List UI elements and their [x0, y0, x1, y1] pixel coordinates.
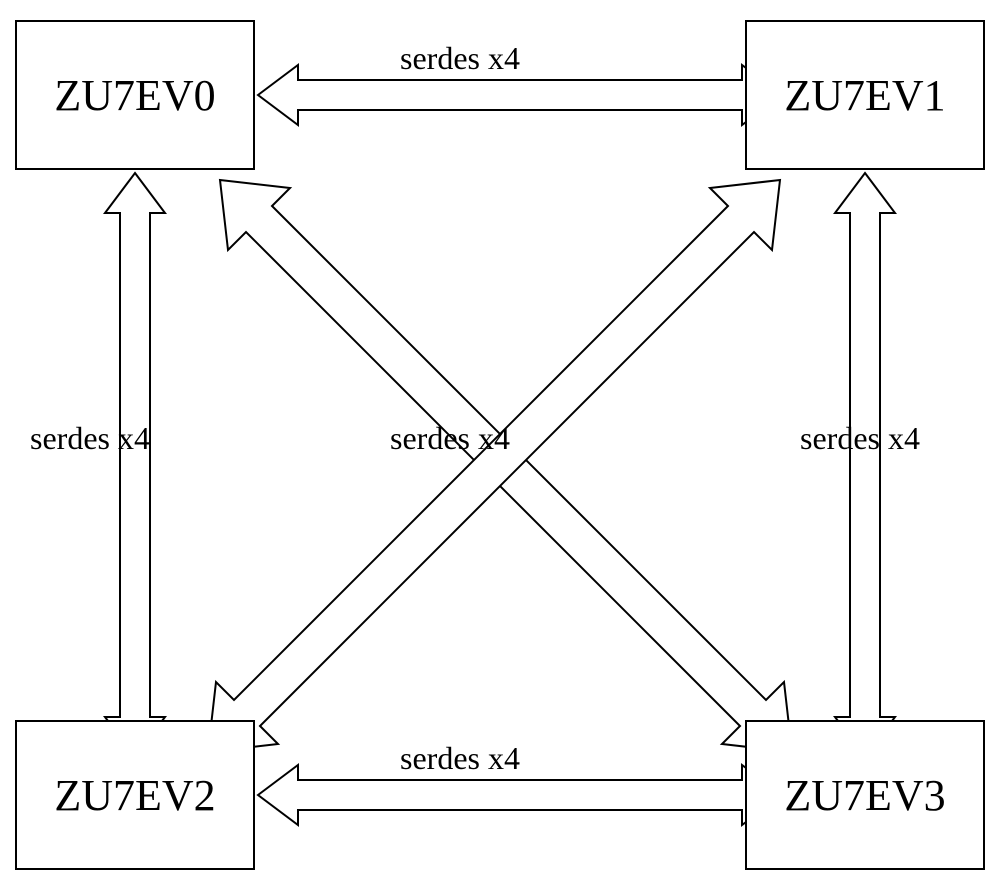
diagram-canvas: ZU7EV0 ZU7EV1 ZU7EV2 ZU7EV3 serdes x4 se…	[0, 0, 1000, 894]
node-label: ZU7EV1	[784, 70, 945, 121]
node-zu7ev1: ZU7EV1	[745, 20, 985, 170]
edge-label-right: serdes x4	[800, 420, 920, 457]
node-label: ZU7EV2	[54, 770, 215, 821]
edge-n2-n3	[258, 765, 782, 825]
edge-label-left: serdes x4	[30, 420, 150, 457]
node-zu7ev3: ZU7EV3	[745, 720, 985, 870]
edge-n0-n2	[105, 173, 165, 757]
edge-n0-n1	[258, 65, 782, 125]
edge-label-top: serdes x4	[400, 40, 520, 77]
node-zu7ev2: ZU7EV2	[15, 720, 255, 870]
edge-label-center: serdes x4	[390, 420, 510, 457]
node-label: ZU7EV0	[54, 70, 215, 121]
node-label: ZU7EV3	[784, 770, 945, 821]
edge-label-bottom: serdes x4	[400, 740, 520, 777]
edge-n1-n3	[835, 173, 895, 757]
node-zu7ev0: ZU7EV0	[15, 20, 255, 170]
